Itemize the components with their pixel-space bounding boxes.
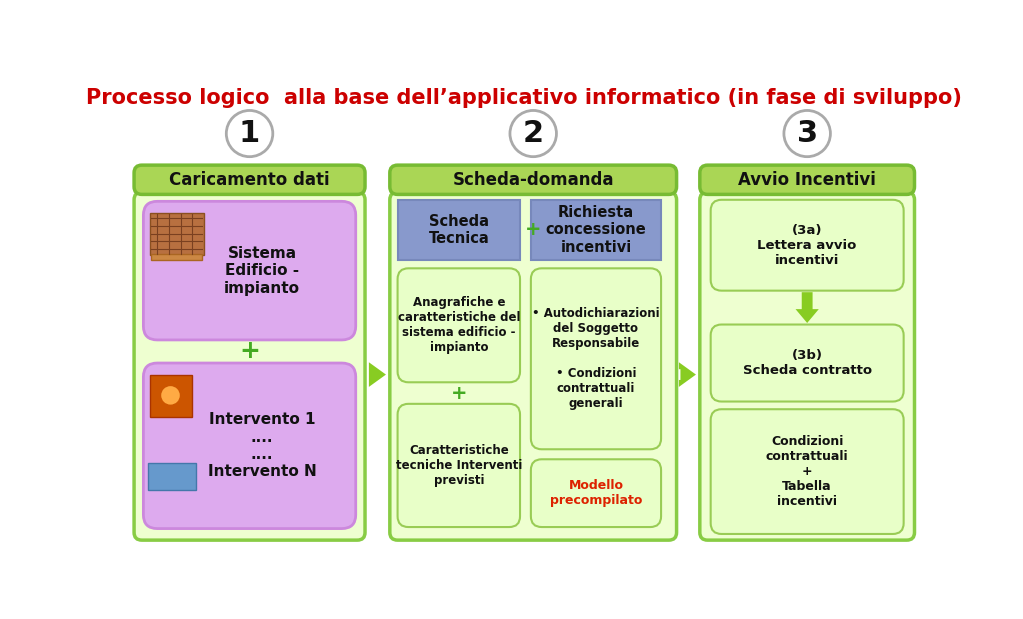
Text: 1: 1	[239, 119, 260, 148]
Circle shape	[509, 110, 557, 157]
Text: Sistema
Edificio -
impianto: Sistema Edificio - impianto	[224, 246, 300, 295]
FancyBboxPatch shape	[711, 324, 903, 402]
Circle shape	[162, 386, 180, 405]
Bar	[149, 374, 192, 417]
FancyBboxPatch shape	[143, 363, 356, 529]
FancyBboxPatch shape	[700, 192, 915, 540]
Text: Richiesta
concessione
incentivi: Richiesta concessione incentivi	[545, 205, 647, 255]
Circle shape	[226, 110, 273, 157]
Text: Anagrafiche e
caratteristiche del
sistema edificio -
impianto: Anagrafiche e caratteristiche del sistem…	[398, 297, 520, 354]
Text: Caricamento dati: Caricamento dati	[169, 171, 329, 189]
Text: 3: 3	[797, 119, 817, 148]
FancyBboxPatch shape	[531, 268, 661, 449]
FancyBboxPatch shape	[398, 404, 520, 527]
Text: Scheda-domanda: Scheda-domanda	[452, 171, 614, 189]
Bar	[151, 254, 203, 260]
FancyBboxPatch shape	[390, 192, 676, 540]
FancyBboxPatch shape	[398, 268, 520, 383]
Text: (3a)
Lettera avvio
incentivi: (3a) Lettera avvio incentivi	[757, 223, 857, 267]
Text: 2: 2	[523, 119, 544, 148]
Text: Avvio Incentivi: Avvio Incentivi	[739, 171, 876, 189]
Text: Modello
precompilato: Modello precompilato	[549, 479, 642, 507]
Text: +: +	[450, 384, 468, 404]
FancyBboxPatch shape	[711, 409, 903, 534]
Polygon shape	[369, 362, 386, 387]
Text: Caratteristiche
tecniche Interventi
previsti: Caratteristiche tecniche Interventi prev…	[396, 444, 522, 487]
Text: +: +	[525, 220, 541, 240]
Text: Scheda
Tecnica: Scheda Tecnica	[429, 214, 489, 246]
FancyBboxPatch shape	[700, 165, 915, 194]
Bar	[148, 463, 196, 490]
Polygon shape	[796, 292, 818, 323]
FancyBboxPatch shape	[390, 165, 676, 194]
Text: Condizioni
contrattuali
+
Tabella
incentivi: Condizioni contrattuali + Tabella incent…	[766, 435, 848, 508]
Text: (3b)
Scheda contratto: (3b) Scheda contratto	[743, 349, 872, 377]
Text: Intervento 1
....
....
Intervento N: Intervento 1 .... .... Intervento N	[208, 412, 316, 479]
FancyBboxPatch shape	[134, 192, 365, 540]
FancyBboxPatch shape	[134, 165, 365, 194]
Polygon shape	[679, 362, 696, 387]
Circle shape	[707, 251, 908, 452]
Text: • Autodichiarazioni
del Soggetto
Responsabile

• Condizioni
contrattuali
general: • Autodichiarazioni del Soggetto Respons…	[532, 307, 660, 410]
Bar	[531, 200, 661, 260]
Circle shape	[409, 228, 657, 475]
Circle shape	[784, 110, 831, 157]
Text: +: +	[239, 339, 260, 363]
Text: Processo logico  alla base dell’applicativo informatico (in fase di sviluppo): Processo logico alla base dell’applicati…	[86, 88, 962, 108]
FancyBboxPatch shape	[143, 201, 356, 340]
Bar	[398, 200, 520, 260]
Bar	[149, 213, 204, 255]
Circle shape	[136, 232, 360, 456]
FancyBboxPatch shape	[711, 200, 903, 291]
FancyBboxPatch shape	[531, 459, 661, 527]
